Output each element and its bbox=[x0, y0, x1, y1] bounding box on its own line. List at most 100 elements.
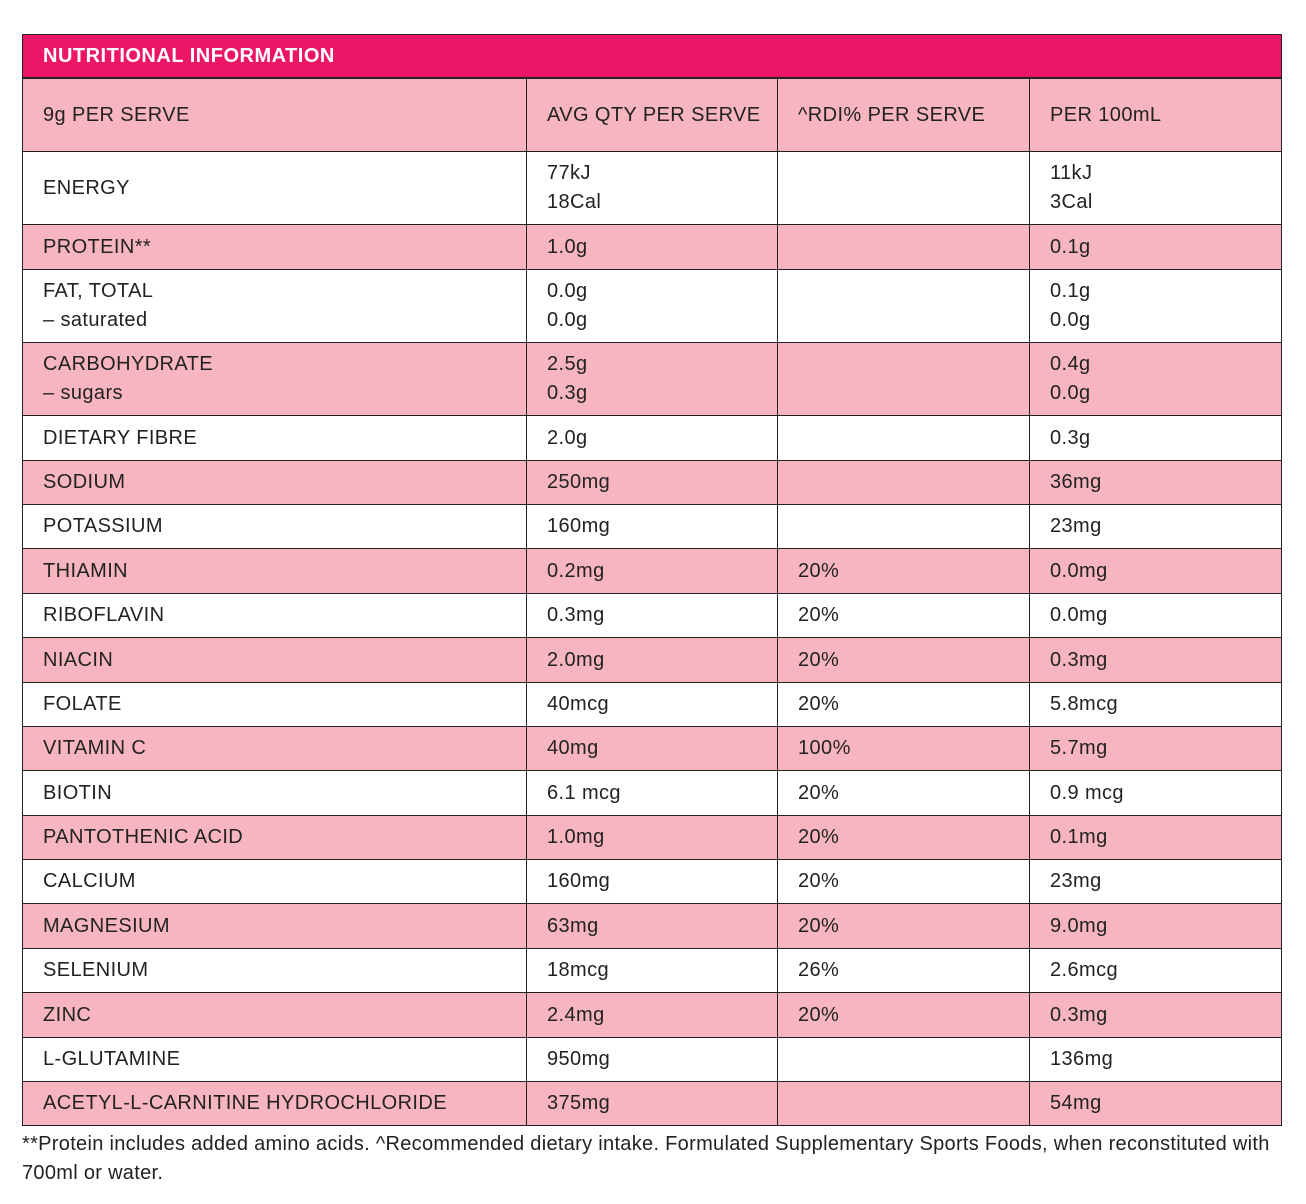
table-row: MAGNESIUM 63mg 20% 9.0mg bbox=[22, 903, 1282, 949]
per-100ml-value: 0.0mg bbox=[1050, 559, 1108, 582]
per-100ml-value-cell: 5.7mg bbox=[1029, 726, 1282, 771]
nutrition-panel: NUTRITIONAL INFORMATION 9g PER SERVE AVG… bbox=[22, 34, 1282, 1126]
avg-qty-value-cell: 40mg bbox=[526, 726, 778, 771]
table-row: SELENIUM 18mcg 26% 2.6mcg bbox=[22, 948, 1282, 993]
avg-qty-value: 1.0g bbox=[547, 235, 588, 258]
avg-qty-value-cell: 18mcg bbox=[526, 948, 778, 993]
avg-qty-value-cell: 160mg bbox=[526, 859, 778, 904]
rdi-value-cell bbox=[777, 1037, 1030, 1082]
nutrient-name: CARBOHYDRATE bbox=[43, 353, 214, 375]
rdi-value-cell: 20% bbox=[777, 593, 1030, 638]
nutrient-name: NIACIN bbox=[43, 648, 114, 671]
rdi-value-cell: 20% bbox=[777, 815, 1030, 860]
avg-qty-value-cell: 2.0mg bbox=[526, 637, 778, 683]
table-row: PROTEIN** 1.0g 0.1g bbox=[22, 224, 1282, 270]
avg-qty-value: 40mg bbox=[547, 737, 599, 759]
nutrient-name: – sugars bbox=[43, 382, 123, 404]
avg-qty-value: 0.3mg bbox=[547, 604, 605, 626]
rdi-value: 26% bbox=[798, 959, 840, 981]
rdi-value: 100% bbox=[798, 737, 851, 759]
nutrient-name-cell: PANTOTHENIC ACID bbox=[22, 815, 527, 860]
rdi-value-cell: 20% bbox=[777, 548, 1030, 594]
per-100ml-value-cell: 23mg bbox=[1029, 859, 1282, 904]
nutrient-name: SELENIUM bbox=[43, 959, 149, 981]
avg-qty-value: 2.4mg bbox=[547, 1003, 605, 1026]
per-100ml-value: 23mg bbox=[1050, 870, 1102, 892]
rdi-value-cell bbox=[777, 342, 1030, 416]
header-serve-size: 9g PER SERVE bbox=[22, 78, 527, 152]
avg-qty-value: 0.0g bbox=[547, 309, 588, 331]
avg-qty-value: 40mcg bbox=[547, 693, 610, 715]
table-row: ENERGY 77kJ 18Cal 11kJ 3Cal bbox=[22, 151, 1282, 225]
nutrient-name: BIOTIN bbox=[43, 781, 113, 804]
rdi-value: 20% bbox=[798, 870, 840, 892]
nutrient-name-cell: PROTEIN** bbox=[22, 224, 527, 270]
avg-qty-value: 0.0g bbox=[547, 280, 588, 302]
table-row: PANTOTHENIC ACID 1.0mg 20% 0.1mg bbox=[22, 815, 1282, 860]
table-row: POTASSIUM 160mg 23mg bbox=[22, 504, 1282, 549]
nutrient-name: ZINC bbox=[43, 1003, 92, 1026]
table-header-row: 9g PER SERVE AVG QTY PER SERVE ^RDI% PER… bbox=[22, 78, 1282, 152]
nutrient-name-cell: VITAMIN C bbox=[22, 726, 527, 771]
per-100ml-value-cell: 54mg bbox=[1029, 1081, 1282, 1126]
per-100ml-value: 36mg bbox=[1050, 471, 1102, 493]
rdi-value-cell bbox=[777, 151, 1030, 225]
avg-qty-value: 0.3g bbox=[547, 382, 588, 404]
rdi-value-cell bbox=[777, 269, 1030, 343]
per-100ml-value-cell: 0.1g bbox=[1029, 224, 1282, 270]
rdi-value-cell: 20% bbox=[777, 770, 1030, 816]
avg-qty-value: 250mg bbox=[547, 471, 611, 493]
nutrient-name-cell: CALCIUM bbox=[22, 859, 527, 904]
per-100ml-value-cell: 0.0mg bbox=[1029, 593, 1282, 638]
nutrient-name-cell: SELENIUM bbox=[22, 948, 527, 993]
per-100ml-value: 54mg bbox=[1050, 1092, 1102, 1114]
rdi-value: 20% bbox=[798, 826, 840, 848]
per-100ml-value: 0.4g bbox=[1050, 353, 1091, 375]
nutrient-name: RIBOFLAVIN bbox=[43, 604, 165, 626]
rdi-value: 20% bbox=[798, 559, 840, 582]
nutrient-name-cell: POTASSIUM bbox=[22, 504, 527, 549]
nutrient-name-cell: FAT, TOTAL – saturated bbox=[22, 269, 527, 343]
per-100ml-value: 136mg bbox=[1050, 1048, 1114, 1070]
avg-qty-value-cell: 63mg bbox=[526, 903, 778, 949]
nutrition-table: 9g PER SERVE AVG QTY PER SERVE ^RDI% PER… bbox=[22, 78, 1282, 1126]
nutrient-name: SODIUM bbox=[43, 471, 126, 493]
per-100ml-value: 9.0mg bbox=[1050, 914, 1108, 937]
nutrient-name: DIETARY FIBRE bbox=[43, 426, 198, 449]
table-row: ACETYL-L-CARNITINE HYDROCHLORIDE 375mg 54m… bbox=[22, 1081, 1282, 1126]
avg-qty-value-cell: 0.3mg bbox=[526, 593, 778, 638]
nutrient-name: – saturated bbox=[43, 309, 148, 331]
rdi-value-cell bbox=[777, 1081, 1030, 1126]
avg-qty-value: 6.1 mcg bbox=[547, 781, 621, 804]
rdi-value-cell: 20% bbox=[777, 859, 1030, 904]
avg-qty-value-cell: 2.0g bbox=[526, 415, 778, 461]
table-row: VITAMIN C 40mg 100% 5.7mg bbox=[22, 726, 1282, 771]
table-row: SODIUM 250mg 36mg bbox=[22, 460, 1282, 505]
rdi-value: 20% bbox=[798, 693, 840, 715]
rdi-value-cell bbox=[777, 504, 1030, 549]
per-100ml-value: 0.0mg bbox=[1050, 604, 1108, 626]
per-100ml-value-cell: 0.9 mcg bbox=[1029, 770, 1282, 816]
table-row: ZINC 2.4mg 20% 0.3mg bbox=[22, 992, 1282, 1038]
per-100ml-value: 0.3g bbox=[1050, 426, 1091, 449]
avg-qty-value-cell: 2.5g 0.3g bbox=[526, 342, 778, 416]
header-avg-qty: AVG QTY PER SERVE bbox=[526, 78, 778, 152]
per-100ml-value-cell: 0.1g 0.0g bbox=[1029, 269, 1282, 343]
nutrient-name: POTASSIUM bbox=[43, 515, 163, 537]
per-100ml-value-cell: 0.3g bbox=[1029, 415, 1282, 461]
avg-qty-value: 18mcg bbox=[547, 959, 610, 981]
nutrient-name-cell: CARBOHYDRATE – sugars bbox=[22, 342, 527, 416]
per-100ml-value: 0.3mg bbox=[1050, 1003, 1108, 1026]
avg-qty-value: 77kJ bbox=[547, 162, 591, 184]
per-100ml-value: 0.1mg bbox=[1050, 826, 1108, 848]
rdi-value-cell bbox=[777, 460, 1030, 505]
avg-qty-value: 950mg bbox=[547, 1048, 611, 1070]
nutrient-name: THIAMIN bbox=[43, 559, 129, 582]
avg-qty-value-cell: 160mg bbox=[526, 504, 778, 549]
nutrient-name-cell: ACETYL-L-CARNITINE HYDROCHLORIDE bbox=[22, 1081, 527, 1126]
avg-qty-value-cell: 250mg bbox=[526, 460, 778, 505]
nutrient-name: MAGNESIUM bbox=[43, 914, 170, 937]
rdi-value-cell: 20% bbox=[777, 903, 1030, 949]
header-rdi: ^RDI% PER SERVE bbox=[777, 78, 1030, 152]
per-100ml-value-cell: 136mg bbox=[1029, 1037, 1282, 1082]
